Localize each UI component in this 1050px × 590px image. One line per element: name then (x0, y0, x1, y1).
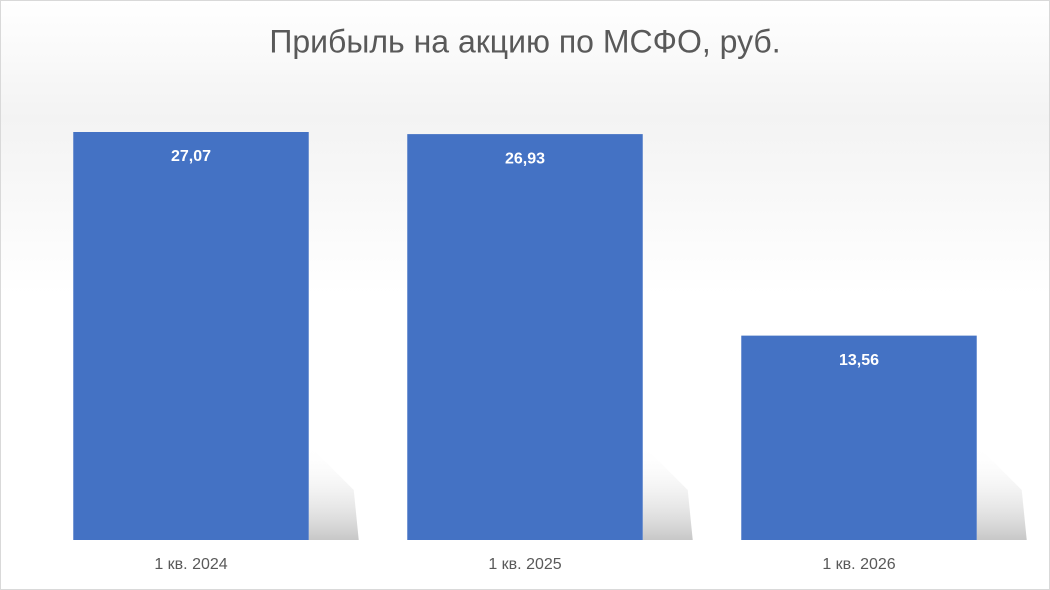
plot-area: 27,07 1 кв. 2024 26,93 1 кв. 2025 13,56 1 кв.… (73, 132, 1027, 573)
data-label: 27,07 (171, 148, 211, 165)
data-label: 26,93 (505, 150, 545, 167)
bar (407, 134, 643, 540)
chart-title: Прибыль на акцию по МСФО, руб. (269, 23, 780, 59)
x-tick-label: 1 кв. 2024 (154, 556, 227, 573)
data-label: 13,56 (839, 352, 879, 369)
bar (73, 132, 309, 540)
x-tick-label: 1 кв. 2025 (488, 556, 561, 573)
bar-shadow (308, 445, 359, 540)
bar-shadow (642, 445, 693, 540)
bar (741, 335, 977, 540)
bar-shadow (976, 445, 1027, 540)
x-tick-label: 1 кв. 2026 (822, 556, 895, 573)
